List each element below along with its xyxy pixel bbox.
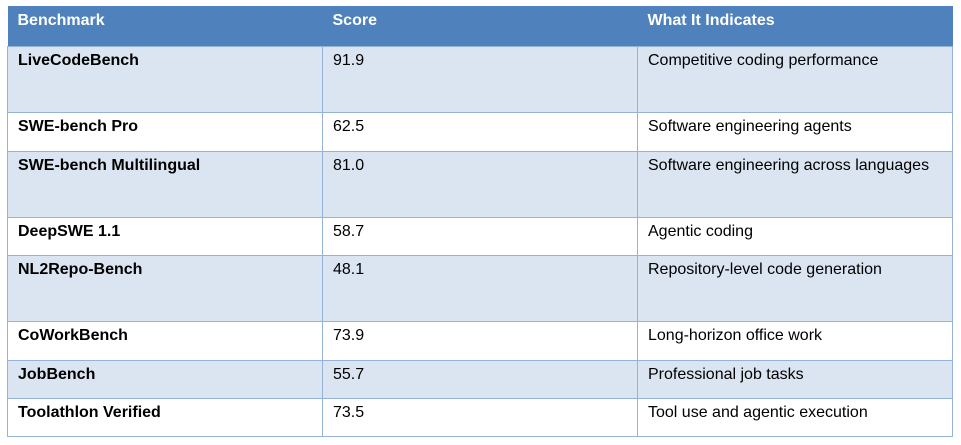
benchmark-table: Benchmark Score What It Indicates LiveCo… [7,6,953,437]
benchmark-cell: NL2Repo-Bench [7,254,323,322]
score-cell: 81.0 [322,150,638,218]
table-row: CoWorkBench 73.9 Long-horizon office wor… [7,320,953,361]
header-what-it-indicates: What It Indicates [647,12,775,29]
benchmark-cell: SWE-bench Pro [7,111,323,152]
table-row: SWE-bench Multilingual 81.0 Software eng… [7,150,953,218]
score-cell: 62.5 [322,111,638,152]
benchmark-cell: DeepSWE 1.1 [7,216,323,256]
table-row: SWE-bench Pro 62.5 Software engineering … [7,111,953,152]
score-cell: 48.1 [322,254,638,322]
header-benchmark: Benchmark [17,12,105,29]
benchmark-table-container: Benchmark Score What It Indicates LiveCo… [7,6,953,437]
indicates-cell: Agentic coding [637,216,953,256]
score-cell: 58.7 [322,216,638,256]
indicates-cell: Professional job tasks [637,359,953,399]
header-score: Score [332,12,377,29]
table-header: Benchmark Score What It Indicates [7,6,953,46]
indicates-cell: Competitive coding performance [637,45,953,113]
table-row: DeepSWE 1.1 58.7 Agentic coding [7,216,953,256]
header-row: Benchmark Score What It Indicates [7,6,953,46]
benchmark-cell: JobBench [7,359,323,399]
table-body: LiveCodeBench 91.9 Competitive coding pe… [7,45,953,437]
score-cell: 55.7 [322,359,638,399]
table-row: LiveCodeBench 91.9 Competitive coding pe… [7,45,953,113]
benchmark-cell: LiveCodeBench [7,45,323,113]
indicates-cell: Repository-level code generation [637,254,953,322]
score-cell: 73.5 [322,397,638,437]
table-row: Toolathlon Verified 73.5 Tool use and ag… [7,397,953,437]
table-row: JobBench 55.7 Professional job tasks [7,359,953,399]
indicates-cell: Software engineering across languages [637,150,953,218]
score-cell: 91.9 [322,45,638,113]
indicates-cell: Tool use and agentic execution [637,397,953,437]
indicates-cell: Long-horizon office work [637,320,953,361]
score-cell: 73.9 [322,320,638,361]
table-row: NL2Repo-Bench 48.1 Repository-level code… [7,254,953,322]
benchmark-cell: Toolathlon Verified [7,397,323,437]
benchmark-cell: CoWorkBench [7,320,323,361]
benchmark-cell: SWE-bench Multilingual [7,150,323,218]
indicates-cell: Software engineering agents [637,111,953,152]
